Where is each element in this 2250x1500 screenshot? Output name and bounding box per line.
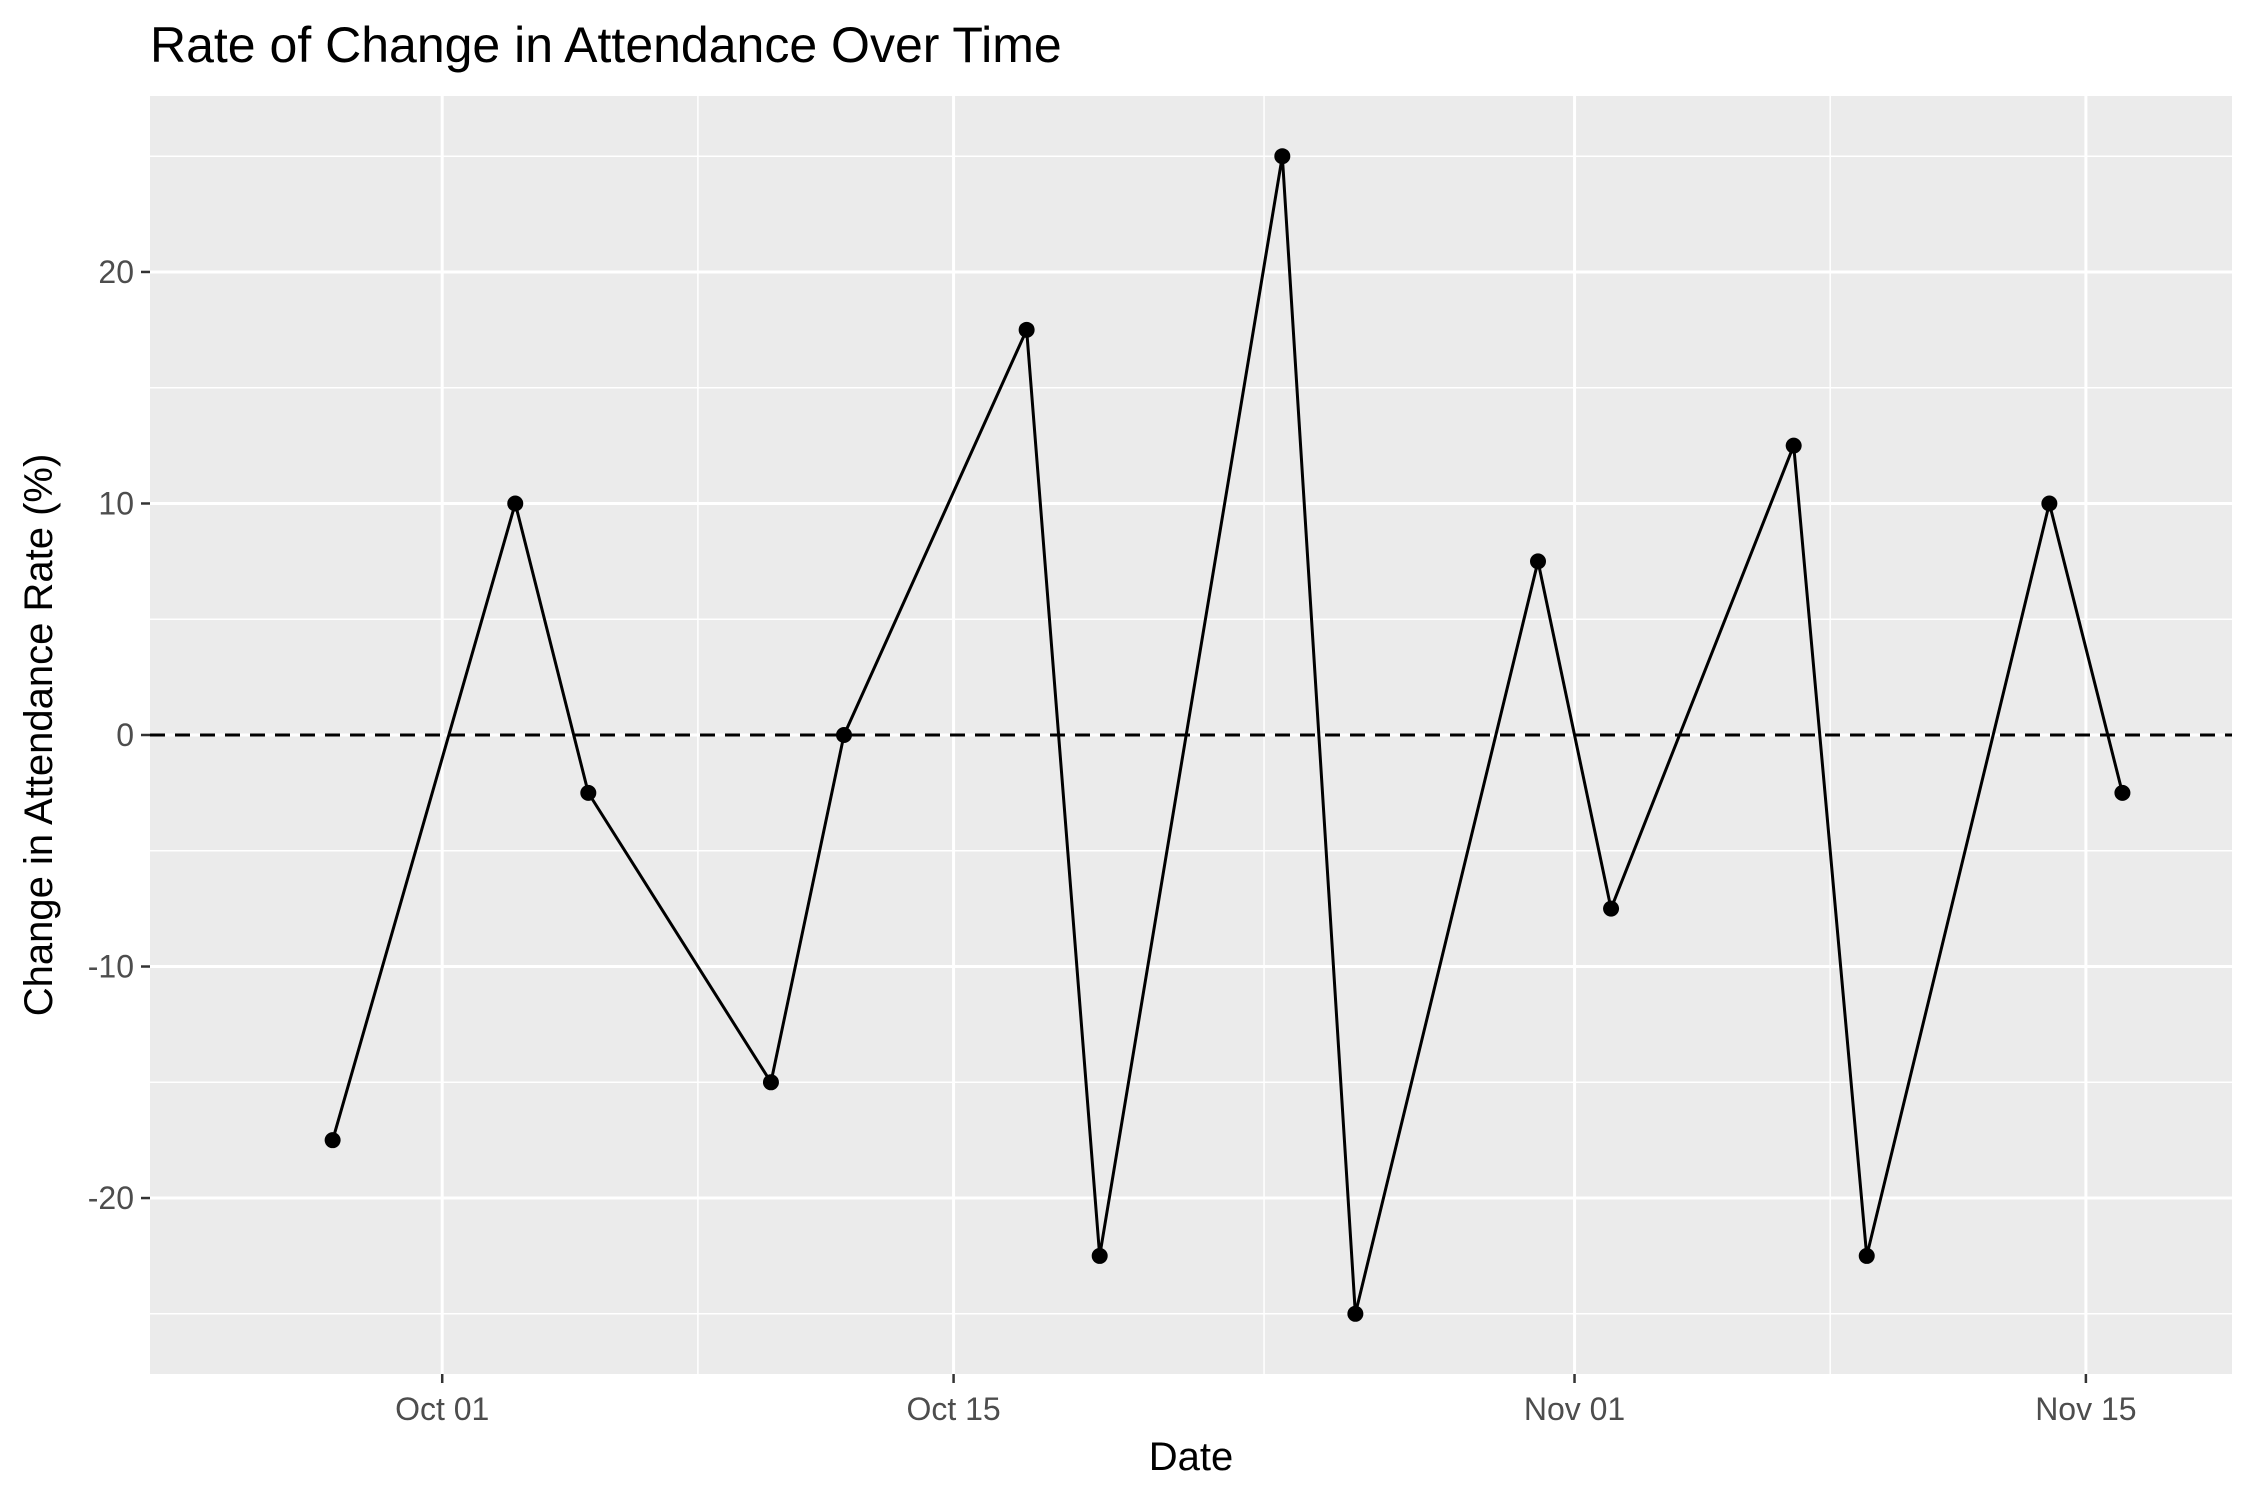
data-point	[1530, 553, 1546, 570]
x-tick-label: Oct 01	[395, 1391, 489, 1427]
data-point	[324, 1132, 341, 1149]
data-series	[324, 148, 2131, 1322]
data-point	[507, 495, 524, 512]
data-point	[2041, 495, 2058, 512]
x-tick-label: Oct 15	[906, 1391, 1000, 1427]
chart-title: Rate of Change in Attendance Over Time	[150, 17, 1062, 73]
data-point	[1858, 1247, 1875, 1264]
data-point	[1274, 148, 1291, 165]
x-tick-label: Nov 15	[2035, 1391, 2136, 1427]
y-tick-label: -10	[88, 949, 134, 985]
data-point	[1091, 1247, 1108, 1264]
x-axis-title: Date	[1149, 1435, 1234, 1479]
data-point	[1603, 900, 1620, 917]
data-point	[836, 727, 852, 743]
y-tick-label: 10	[98, 485, 134, 521]
y-tick-label: 0	[116, 717, 134, 753]
data-point	[762, 1074, 779, 1091]
y-tick-label: -20	[88, 1180, 134, 1216]
y-axis-ticks: -20 -10 0 10 20	[88, 254, 150, 1216]
minor-gridlines	[150, 96, 2232, 1374]
y-tick-label: 20	[98, 254, 134, 290]
data-point	[580, 784, 597, 801]
data-point	[2114, 784, 2131, 801]
data-point	[1347, 1305, 1364, 1322]
x-axis-ticks: Oct 01 Oct 15 Nov 01 Nov 15	[395, 1374, 2137, 1427]
data-point	[1018, 321, 1035, 338]
data-point	[1785, 437, 1802, 454]
y-axis-title: Change in Attendance Rate (%)	[17, 454, 61, 1017]
major-gridlines	[150, 96, 2232, 1374]
x-tick-label: Nov 01	[1524, 1391, 1625, 1427]
